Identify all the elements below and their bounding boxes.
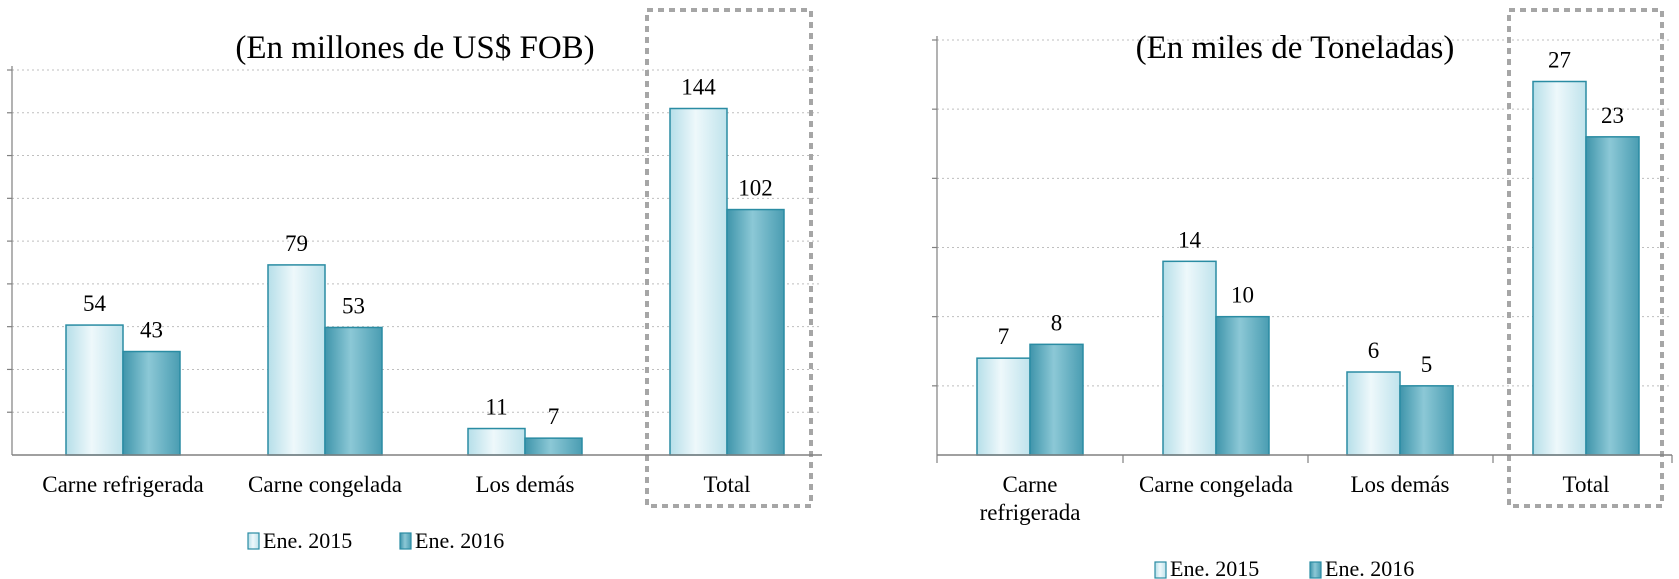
bar-2016-3: [726, 208, 785, 456]
bar-2016-0: [1029, 343, 1084, 456]
category-label: Los demás: [475, 472, 574, 497]
data-label: 53: [342, 293, 365, 318]
bar-2016-3: [1585, 136, 1640, 456]
left-axes: [7, 66, 822, 456]
right-legend: Ene. 2015 Ene. 2016: [1154, 556, 1414, 579]
bar-2016-1: [1215, 315, 1270, 456]
category-label: Total: [704, 472, 751, 497]
right-data-labels: 7 8 14 10 6 5 27 23: [998, 48, 1624, 377]
data-label: 79: [285, 231, 308, 256]
right-legend-label-2015: Ene. 2015: [1170, 556, 1259, 579]
right-legend-label-2016: Ene. 2016: [1325, 556, 1414, 579]
data-label: 102: [738, 176, 773, 201]
right-category-labels: Carne refrigerada Carne congelada Los demás…: [980, 472, 1610, 525]
bar-2015-2: [467, 427, 526, 456]
data-label: 5: [1421, 352, 1433, 377]
left-legend-label-2015: Ene. 2015: [263, 528, 352, 553]
category-label: Carne refrigerada: [980, 472, 1081, 525]
right-legend-swatch-2016: [1309, 561, 1322, 579]
left-legend-label-2016: Ene. 2016: [415, 528, 504, 553]
category-label: Total: [1563, 472, 1610, 497]
left-data-labels: 54 43 79 53 11 7 144 102: [83, 75, 773, 430]
data-label: 23: [1601, 103, 1624, 128]
data-label: 6: [1368, 338, 1380, 363]
data-label: 7: [548, 404, 560, 429]
bar-2016-1: [324, 326, 383, 456]
left-chart-title: (En millones de US$ FOB): [235, 30, 594, 66]
right-legend-swatch-2015: [1154, 561, 1167, 579]
data-label: 27: [1548, 48, 1571, 73]
bar-2015-2: [1346, 371, 1401, 456]
bar-2015-0: [976, 357, 1031, 456]
data-label: 8: [1051, 310, 1063, 335]
category-label: Carne congelada: [248, 472, 402, 497]
bar-2015-1: [267, 264, 326, 456]
chart-left: (En millones de US$ FOB) 54 43 79 53 11 7 144 1…: [7, 8, 822, 553]
data-label: 7: [998, 324, 1010, 349]
left-category-labels: Carne refrigerada Carne congelada Los demá…: [42, 472, 750, 497]
left-total-highlight-box: [645, 8, 813, 508]
data-label: 14: [1178, 227, 1202, 252]
bar-2016-0: [122, 350, 181, 456]
left-legend: Ene. 2015 Ene. 2016: [247, 528, 504, 553]
chart-right: (En miles de Toneladas) 7 8 14 10 6 5 27 23 Car…: [932, 8, 1673, 579]
data-label: 144: [681, 75, 716, 100]
bar-2015-3: [669, 107, 728, 456]
data-label: 43: [140, 318, 163, 343]
data-label: 11: [485, 395, 507, 420]
left-legend-swatch-2016: [399, 532, 412, 550]
left-bars: [65, 107, 785, 456]
bar-2016-2: [524, 437, 583, 456]
category-label: Los demás: [1350, 472, 1449, 497]
data-label: 54: [83, 291, 107, 316]
left-legend-swatch-2015: [247, 532, 260, 550]
bar-2016-2: [1399, 385, 1454, 456]
bar-2015-3: [1532, 80, 1587, 456]
data-label: 10: [1231, 283, 1254, 308]
bar-2015-0: [65, 324, 124, 456]
bar-2015-1: [1162, 260, 1217, 456]
right-chart-title: (En miles de Toneladas): [1136, 30, 1455, 66]
category-label: Carne refrigerada: [42, 472, 204, 497]
right-axes: [932, 36, 1673, 463]
right-total-highlight-box: [1507, 8, 1664, 508]
right-bars: [976, 80, 1640, 456]
category-label: Carne congelada: [1139, 472, 1293, 497]
